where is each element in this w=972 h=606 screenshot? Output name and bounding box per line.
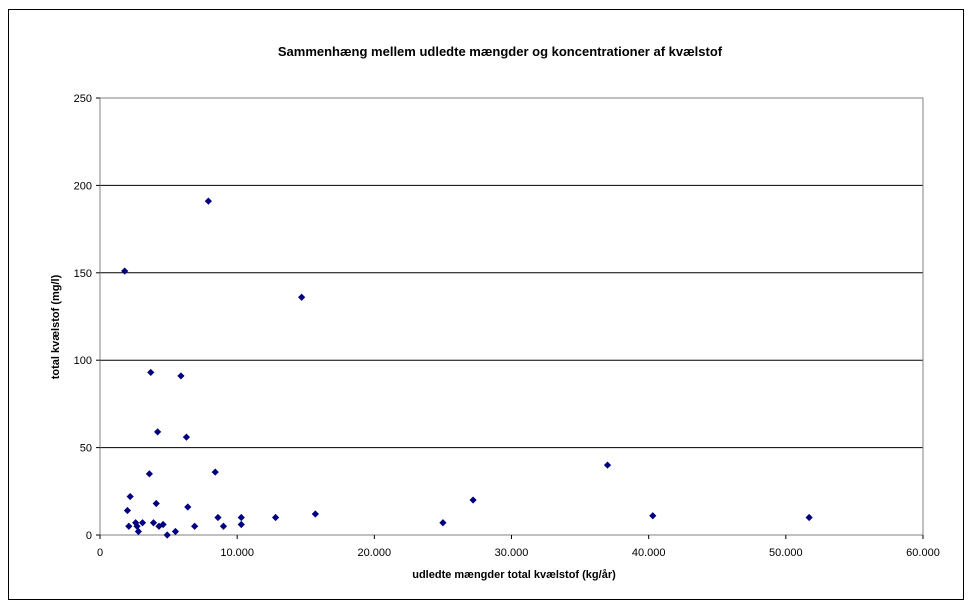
plot-area [99,97,924,536]
data-point [649,512,657,520]
y-axis-ticks: 0 50 100 150 200 250 [74,93,100,542]
data-point [439,519,447,527]
data-point [271,513,280,522]
x-tick-label: 20.000 [358,547,392,559]
data-point [155,522,163,530]
gridlines [99,97,923,536]
y-tick-label: 250 [74,93,92,105]
data-point [134,527,143,536]
data-point [138,519,147,527]
data-point [177,372,185,380]
data-point [145,470,153,478]
y-tick-label: 0 [86,530,92,542]
x-tick-label: 30.000 [495,547,529,559]
data-point [211,468,219,476]
data-point [132,519,140,527]
x-tick-label: 60.000 [906,547,940,559]
x-tick-label: 0 [97,547,103,559]
data-point [204,197,212,205]
data-points [121,197,813,539]
x-tick-label: 40.000 [632,547,666,559]
scatter-chart: Sammenhæng mellem udledte mængder og kon… [50,44,940,581]
data-point [159,520,167,529]
data-point [126,492,134,501]
data-point [121,267,129,275]
data-point [182,433,191,441]
data-point [311,510,319,518]
x-axis-label: udledte mængder total kvælstof (kg/år) [412,569,616,581]
data-point [123,506,132,515]
data-point [603,461,612,469]
data-point [133,522,141,530]
data-point [171,527,180,536]
data-point [163,531,171,539]
x-axis-ticks: 0 10.000 20.000 30.000 40.000 50.000 60.000 [97,535,940,559]
data-point [469,496,477,504]
data-point [219,522,228,530]
data-point [298,293,306,301]
data-point [805,513,813,522]
data-point [154,428,162,436]
data-point [214,513,222,522]
y-tick-label: 100 [74,355,92,367]
chart-title: Sammenhæng mellem udledte mængder og kon… [278,44,723,59]
data-point [184,503,192,511]
x-tick-label: 50.000 [769,547,803,559]
chart-frame: Sammenhæng mellem udledte mængder og kon… [8,9,964,600]
y-tick-label: 50 [80,443,92,455]
data-point [237,513,245,522]
y-tick-label: 200 [74,180,92,192]
y-axis-label: total kvælstof (mg/l) [50,274,62,379]
x-tick-label: 10.000 [220,547,254,559]
data-point [147,368,155,377]
data-point [237,520,245,529]
data-point [125,522,133,530]
y-tick-label: 150 [74,268,92,280]
data-point [191,522,199,530]
data-point [149,519,158,527]
data-point [152,499,160,508]
